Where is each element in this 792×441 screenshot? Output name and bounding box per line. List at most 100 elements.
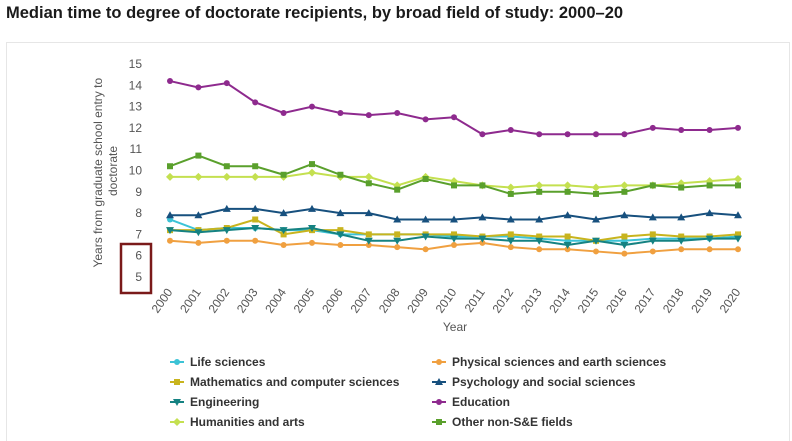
data-point: [478, 213, 487, 221]
series-other-non-sande-fields: [167, 152, 741, 197]
legend-item-life-sciences[interactable]: Life sciences: [170, 355, 266, 369]
data-point: [223, 237, 230, 244]
data-point: [593, 190, 599, 197]
data-point: [479, 131, 486, 138]
y-tick-label: 9: [135, 185, 142, 199]
data-point: [621, 188, 628, 195]
data-point: [451, 114, 457, 121]
x-tick-label: 2010: [433, 285, 460, 315]
data-point: [451, 182, 457, 189]
data-point: [735, 231, 741, 238]
legend-item-humanities-and-arts[interactable]: Humanities and arts: [170, 415, 305, 429]
x-tick-label: 2020: [717, 285, 744, 315]
data-point: [252, 237, 259, 244]
legend-item-physical-sciences-and-earth-sciences[interactable]: Physical sciences and earth sciences: [432, 355, 666, 369]
data-point: [621, 233, 628, 240]
data-point: [223, 163, 230, 170]
x-tick-label: 2004: [262, 285, 289, 315]
data-point: [422, 176, 429, 183]
data-point: [337, 171, 344, 178]
x-tick-label: 2006: [319, 285, 346, 315]
x-tick-label: 2014: [546, 285, 573, 315]
data-point: [308, 225, 316, 233]
data-point: [649, 182, 656, 189]
data-point: [592, 183, 600, 192]
data-point: [279, 209, 288, 217]
data-point: [507, 127, 514, 134]
data-point: [252, 99, 259, 106]
data-point: [222, 204, 231, 212]
legend: Life sciences Physical sciences and earth…: [170, 355, 666, 429]
x-tick-label: 2007: [347, 285, 374, 315]
data-point: [535, 237, 544, 245]
x-tick-label: 2009: [404, 285, 431, 315]
y-axis-title-line-2: doctorate: [106, 146, 120, 196]
data-point: [735, 124, 741, 131]
data-point: [536, 233, 543, 240]
legend-item-education[interactable]: Education: [432, 395, 510, 409]
data-point: [251, 172, 260, 181]
data-point: [705, 209, 714, 217]
legend-item-engineering[interactable]: Engineering: [170, 395, 259, 409]
x-axis-title: Year: [443, 320, 467, 334]
data-point: [422, 246, 429, 253]
data-point: [393, 215, 402, 223]
legend-label: Life sciences: [190, 355, 266, 369]
legend-item-psychology-and-social-sciences[interactable]: Psychology and social sciences: [432, 375, 636, 389]
x-tick-label: 2018: [660, 285, 687, 315]
data-point: [649, 124, 656, 131]
data-point: [507, 190, 514, 197]
data-point: [167, 237, 173, 244]
data-point: [451, 242, 457, 249]
legend-label: Psychology and social sciences: [452, 375, 636, 389]
data-point: [280, 242, 287, 249]
data-point: [223, 80, 230, 87]
data-point: [507, 244, 514, 251]
series-education: [167, 78, 741, 138]
x-tick-label: 2016: [603, 285, 630, 315]
data-point: [735, 246, 741, 253]
legend-swatch-marker: [173, 418, 181, 426]
data-point: [280, 109, 287, 116]
series-layer: [166, 78, 742, 257]
legend-label: Engineering: [190, 395, 259, 409]
data-point: [677, 213, 686, 221]
y-tick-label: 12: [129, 121, 143, 135]
x-tick-label: 2017: [631, 285, 658, 315]
data-point: [195, 152, 202, 159]
legend-item-mathematics-and-computer-sciences[interactable]: Mathematics and computer sciences: [170, 375, 400, 389]
data-point: [167, 163, 173, 170]
x-tick-label: 2005: [291, 285, 318, 315]
data-point: [280, 171, 287, 178]
x-tick-label: 2001: [177, 285, 204, 315]
legend-item-other-non-sande-fields[interactable]: Other non-S&E fields: [432, 415, 573, 429]
data-point: [251, 225, 260, 233]
x-tick-label: 2012: [489, 285, 516, 315]
data-point: [421, 215, 430, 223]
data-point: [620, 211, 629, 219]
legend-swatch-marker: [174, 379, 180, 385]
data-point: [393, 237, 402, 245]
data-point: [705, 235, 714, 243]
data-point: [648, 213, 657, 221]
highlight-box: [119, 242, 153, 295]
y-tick-label: 8: [135, 206, 142, 220]
data-point: [479, 182, 486, 189]
data-point: [734, 235, 742, 243]
data-point: [592, 215, 600, 223]
data-point: [706, 127, 713, 134]
data-point: [536, 246, 543, 253]
data-point: [166, 227, 174, 235]
page-title: Median time to degree of doctorate recip…: [6, 4, 624, 22]
legend-swatch-marker: [436, 419, 442, 425]
x-tick-label: 2011: [462, 285, 488, 314]
data-point: [309, 103, 315, 110]
data-point: [536, 131, 543, 138]
data-point: [309, 239, 315, 246]
data-point: [252, 163, 259, 170]
series-engineering: [166, 225, 742, 250]
data-point: [365, 112, 372, 119]
data-point: [364, 172, 373, 181]
y-tick-label: 7: [135, 227, 142, 241]
